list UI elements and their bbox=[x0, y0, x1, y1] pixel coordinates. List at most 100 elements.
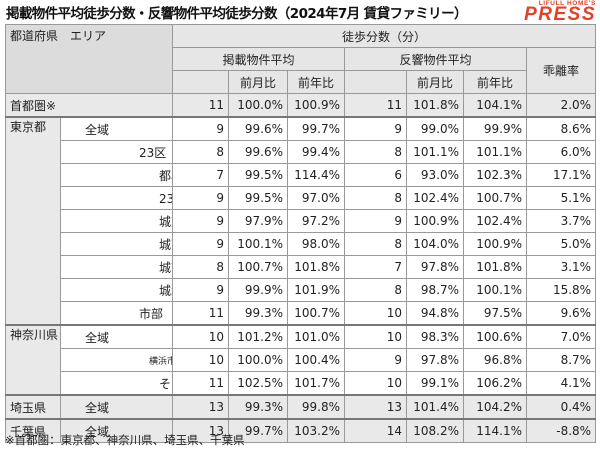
inquiry-mom-cell: 108.2% bbox=[406, 418, 465, 443]
inquiry-yoy-header: 前年比 bbox=[463, 70, 528, 94]
footnote: ※首都圏：東京都、神奈川県、埼玉県、千葉県 bbox=[5, 433, 245, 447]
listing-yoy-cell: 98.0% bbox=[287, 232, 346, 256]
divergence-cell: 2.0% bbox=[526, 93, 597, 118]
area-cell: 23区その他 bbox=[59, 186, 174, 210]
prefecture-cell: 千葉県 bbox=[5, 418, 61, 443]
listing-average-header: 掲載物件平均 bbox=[172, 47, 346, 71]
table-row: 城南8100.7%101.8%797.8%101.8%3.1% bbox=[6, 255, 597, 279]
inquiry-mom-cell: 102.4% bbox=[406, 186, 465, 210]
listing-minutes-cell: 9 bbox=[172, 278, 230, 302]
table-row: 首都圏※ 11 100.0% 100.9% 11 101.8% 104.1% 2.0% bbox=[4, 93, 597, 118]
listing-yoy-cell: 101.9% bbox=[287, 278, 346, 302]
inquiry-minutes-cell: 8 bbox=[344, 278, 408, 302]
listing-minutes-cell: 11 bbox=[172, 301, 230, 326]
divergence-cell: 15.8% bbox=[526, 278, 597, 302]
inquiry-minutes-cell: 13 bbox=[344, 394, 408, 420]
inquiry-minutes-cell: 9 bbox=[344, 209, 408, 233]
listing-minutes-cell: 9 bbox=[172, 116, 230, 141]
listing-mom-cell: 100.0% bbox=[228, 348, 289, 372]
page-title: 掲載物件平均徒歩分数・反響物件平均徒歩分数（2024年7月 賃貸ファミリー） bbox=[6, 6, 467, 22]
area-cell: 全域 bbox=[59, 394, 174, 420]
listing-mom-cell: 99.5% bbox=[228, 163, 289, 187]
listing-yoy-cell: 100.4% bbox=[287, 348, 346, 372]
inquiry-yoy-cell: 100.6% bbox=[463, 324, 528, 349]
logo-top-text: LIFULL HOME'S bbox=[538, 0, 596, 7]
inquiry-mom-cell: 104.0% bbox=[406, 232, 465, 256]
divergence-cell: 0.4% bbox=[526, 394, 597, 420]
inquiry-yoy-cell: 106.2% bbox=[463, 371, 528, 396]
prefecture-cell: 首都圏※ bbox=[4, 93, 174, 118]
inquiry-mom-cell: 94.8% bbox=[406, 301, 465, 326]
listing-yoy-cell: 101.7% bbox=[287, 371, 346, 396]
listing-yoy-cell: 97.0% bbox=[287, 186, 346, 210]
divergence-cell: 6.0% bbox=[526, 140, 597, 164]
divergence-cell: 5.0% bbox=[526, 232, 597, 256]
inquiry-yoy-cell: 104.2% bbox=[463, 394, 528, 420]
listing-yoy-cell: 114.4% bbox=[287, 163, 346, 187]
divergence-header: 乖離率 bbox=[526, 47, 597, 94]
listing-minutes-cell: 8 bbox=[172, 140, 230, 164]
table-row: 横浜市・川崎市10100.0%100.4%997.8%96.8%8.7% bbox=[6, 348, 597, 372]
inquiry-mom-cell: 93.0% bbox=[406, 163, 465, 187]
listing-yoy-cell: 100.9% bbox=[287, 93, 346, 118]
brand-logo: LIFULL HOME'S PRESS bbox=[502, 0, 596, 25]
inquiry-value-subheader bbox=[344, 70, 408, 94]
listing-mom-cell: 100.7% bbox=[228, 255, 289, 279]
listing-yoy-header: 前年比 bbox=[287, 70, 346, 94]
listing-mom-cell: 99.6% bbox=[228, 140, 289, 164]
listing-mom-cell: 99.7% bbox=[228, 418, 289, 443]
table-row: 千葉県 全域 13 99.7% 103.2% 14 108.2% 114.1% -8.8% bbox=[5, 418, 597, 443]
inquiry-mom-cell: 101.8% bbox=[406, 93, 465, 118]
inquiry-minutes-cell: 8 bbox=[344, 186, 408, 210]
listing-mom-cell: 99.3% bbox=[228, 301, 289, 326]
area-cell: 城南 bbox=[59, 255, 174, 279]
listing-yoy-cell: 99.4% bbox=[287, 140, 346, 164]
listing-value-subheader bbox=[172, 70, 230, 94]
divergence-cell: 5.1% bbox=[526, 186, 597, 210]
inquiry-yoy-cell: 100.1% bbox=[463, 278, 528, 302]
divergence-cell: 17.1% bbox=[526, 163, 597, 187]
prefecture-cell: 神奈川県 bbox=[5, 324, 61, 396]
prefecture-cell: 東京都 bbox=[5, 116, 61, 326]
divergence-cell: 9.6% bbox=[526, 301, 597, 326]
inquiry-mom-cell: 101.4% bbox=[406, 394, 465, 420]
table-row: 東京都 全域 9 99.6% 99.7% 9 99.0% 99.9% 8.6% bbox=[5, 116, 597, 326]
listing-minutes-cell: 8 bbox=[172, 255, 230, 279]
logo-main-text: PRESS bbox=[524, 4, 596, 25]
inquiry-mom-cell: 97.8% bbox=[406, 255, 465, 279]
prefecture-cell: 埼玉県 bbox=[5, 394, 61, 420]
area-cell: 都心6区 bbox=[59, 163, 174, 187]
inquiry-mom-cell: 100.9% bbox=[406, 209, 465, 233]
inquiry-average-header: 反響物件平均 bbox=[344, 47, 528, 71]
inquiry-minutes-cell: 10 bbox=[344, 301, 408, 326]
listing-yoy-cell: 101.8% bbox=[287, 255, 346, 279]
divergence-cell: 7.0% bbox=[526, 324, 597, 349]
area-cell: 全域 bbox=[59, 418, 174, 443]
inquiry-yoy-cell: 100.9% bbox=[463, 232, 528, 256]
listing-minutes-cell: 9 bbox=[172, 186, 230, 210]
listing-yoy-cell: 101.0% bbox=[287, 324, 346, 349]
area-cell: 23区 bbox=[59, 140, 174, 164]
inquiry-yoy-cell: 102.3% bbox=[463, 163, 528, 187]
inquiry-mom-cell: 101.1% bbox=[406, 140, 465, 164]
inquiry-yoy-cell: 101.8% bbox=[463, 255, 528, 279]
divergence-cell: -8.8% bbox=[526, 418, 597, 443]
listing-minutes-cell: 10 bbox=[172, 348, 230, 372]
area-cell: 市部 bbox=[59, 301, 174, 326]
listing-minutes-cell: 9 bbox=[172, 232, 230, 256]
listing-minutes-cell: 11 bbox=[172, 371, 230, 396]
inquiry-minutes-cell: 7 bbox=[344, 255, 408, 279]
divergence-cell: 4.1% bbox=[526, 371, 597, 396]
divergence-cell: 3.1% bbox=[526, 255, 597, 279]
inquiry-mom-cell: 98.7% bbox=[406, 278, 465, 302]
listing-mom-cell: 97.9% bbox=[228, 209, 289, 233]
divergence-cell: 8.7% bbox=[526, 348, 597, 372]
inquiry-minutes-cell: 6 bbox=[344, 163, 408, 187]
table-row: 市部 11 99.3% 100.7% 10 94.8% 97.5% 9.6% bbox=[6, 301, 597, 326]
area-cell: 横浜市・川崎市 bbox=[59, 348, 174, 372]
inquiry-minutes-cell: 8 bbox=[344, 232, 408, 256]
table-row: 埼玉県 全域 13 99.3% 99.8% 13 101.4% 104.2% 0.4% bbox=[5, 394, 597, 420]
inquiry-mom-header: 前月比 bbox=[406, 70, 465, 94]
listing-yoy-cell: 99.8% bbox=[287, 394, 346, 420]
